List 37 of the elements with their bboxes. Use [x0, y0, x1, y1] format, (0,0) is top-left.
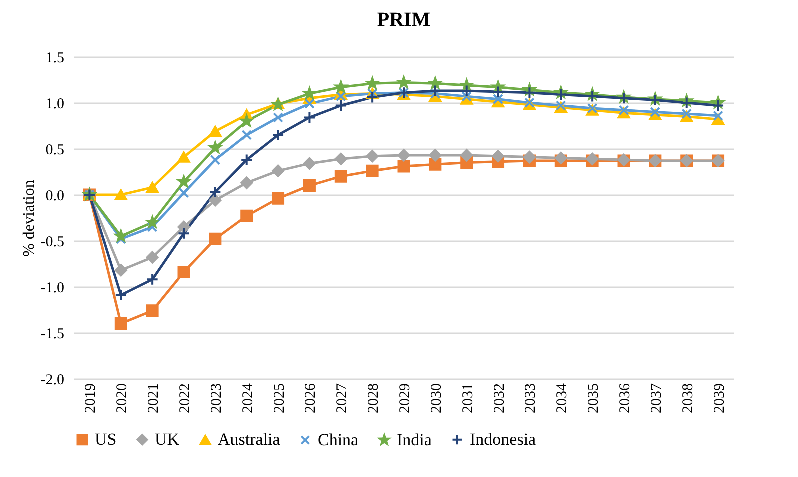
x-tick-label: 2025: [272, 384, 288, 414]
legend-label: US: [95, 430, 117, 449]
y-tick-label: 1.0: [46, 96, 64, 112]
x-tick-label: 2039: [712, 384, 728, 414]
x-tick-label: 2034: [554, 383, 571, 414]
x-tick-label: 2027: [334, 383, 351, 414]
y-tick-label: -1.0: [40, 280, 64, 296]
x-tick-label: 2038: [680, 384, 696, 414]
y-tick-label: 0.0: [46, 188, 64, 204]
x-tick-label: 2033: [523, 384, 540, 414]
y-tick-label: -2.0: [40, 372, 64, 388]
y-tick-label: -1.5: [40, 326, 64, 342]
x-tick-label: 2021: [146, 384, 162, 414]
x-tick-label: 2030: [428, 384, 445, 414]
x-tick-label: 2020: [114, 384, 131, 414]
x-tick-label: 2026: [303, 383, 320, 414]
x-tick-label: 2029: [398, 384, 414, 414]
x-tick-label: 2024: [240, 383, 256, 414]
x-tick-label: 2028: [366, 384, 382, 414]
y-tick-label: -0.5: [40, 234, 64, 250]
y-axis-title: % deviation: [20, 180, 38, 257]
legend-label: UK: [155, 430, 180, 449]
x-tick-label: 2023: [208, 384, 225, 414]
legend-label: China: [318, 430, 360, 450]
y-tick-label: 1.5: [46, 50, 64, 66]
chart-title: PRIM: [377, 9, 431, 31]
y-tick-label: 0.5: [46, 142, 64, 158]
legend-label: Australia: [218, 430, 281, 450]
x-tick-label: 2037: [648, 383, 665, 414]
legend-label: Indonesia: [470, 430, 537, 449]
x-tick-label: 2035: [586, 384, 602, 414]
x-tick-label: 2032: [492, 384, 508, 414]
legend-label: India: [397, 430, 432, 450]
x-tick-label: 2036: [618, 383, 634, 414]
x-tick-label: 2019: [83, 384, 100, 414]
x-tick-label: 2031: [460, 384, 476, 414]
x-tick-label: 2022: [178, 384, 194, 414]
